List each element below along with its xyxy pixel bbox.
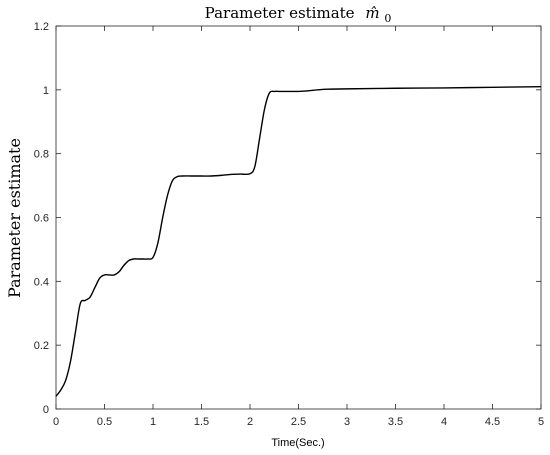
x-tick-label: 1.5 bbox=[194, 416, 209, 428]
y-tick-label: 1 bbox=[43, 85, 49, 97]
y-tick-label: 0 bbox=[43, 404, 49, 416]
chart-title-math-symbol: m̂ bbox=[365, 4, 379, 22]
y-tick-label: 0.8 bbox=[34, 149, 49, 161]
parameter-estimate-line bbox=[55, 85, 542, 397]
x-tick-label: 5 bbox=[538, 416, 544, 428]
x-tick-label: 0.5 bbox=[97, 416, 112, 428]
chart-title: Parameter estimate m̂ 0 bbox=[205, 4, 392, 25]
y-tick-label: 0.6 bbox=[34, 213, 49, 225]
x-tick-label: 3.5 bbox=[388, 416, 403, 428]
chart-title-text: Parameter estimate bbox=[205, 4, 355, 22]
x-tick-label: 4.5 bbox=[485, 416, 500, 428]
y-axis-label: Parameter estimate bbox=[5, 138, 24, 298]
y-axis-ticks: 0 0.2 0.4 0.6 0.8 1 1.2 bbox=[34, 21, 541, 416]
chart-title-subscript: 0 bbox=[384, 12, 391, 25]
plot-area-frame bbox=[55, 25, 542, 410]
x-axis-ticks: 0 0.5 1 1.5 2 2.5 3 3.5 4 4.5 5 bbox=[53, 26, 544, 428]
x-tick-label: 4 bbox=[441, 416, 447, 428]
x-tick-label: 1 bbox=[150, 416, 156, 428]
y-tick-label: 0.2 bbox=[34, 340, 49, 352]
x-tick-label: 3 bbox=[344, 416, 350, 428]
x-tick-label: 2.5 bbox=[291, 416, 306, 428]
y-tick-label: 0.4 bbox=[34, 276, 49, 288]
x-axis-label: Time(Sec.) bbox=[271, 437, 324, 449]
x-tick-label: 2 bbox=[247, 416, 253, 428]
y-tick-label: 1.2 bbox=[34, 21, 49, 33]
x-tick-label: 0 bbox=[53, 416, 59, 428]
